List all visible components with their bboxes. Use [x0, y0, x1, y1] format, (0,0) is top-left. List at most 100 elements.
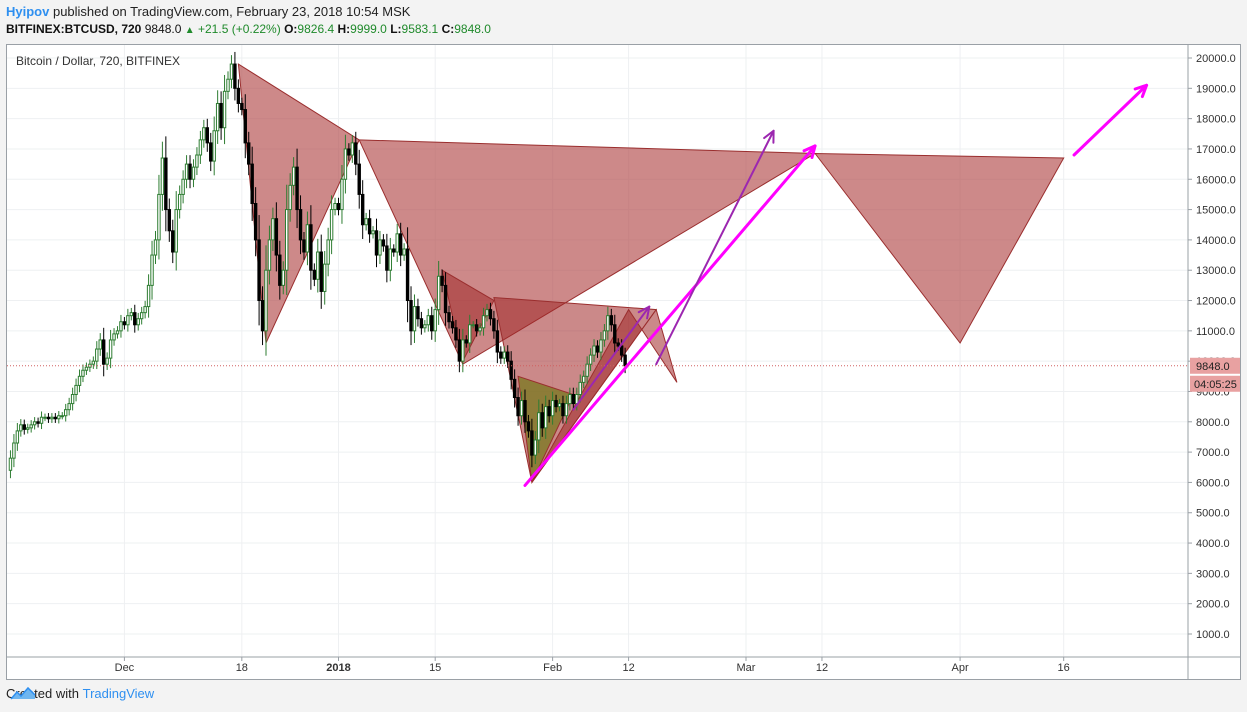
candle-body	[305, 224, 310, 253]
candle-body	[347, 148, 351, 156]
candle-body	[343, 148, 348, 180]
candle-body	[461, 339, 465, 362]
candle-body	[416, 306, 420, 320]
candle-body	[312, 269, 317, 280]
y-tick-label: 18000.0	[1196, 114, 1236, 126]
candle-body	[243, 109, 247, 144]
candle-body	[202, 127, 206, 141]
candle-body	[171, 230, 175, 253]
candle-body	[336, 203, 341, 211]
open-value: 9826.4	[297, 22, 335, 36]
candle-body	[115, 330, 120, 335]
candle-body	[122, 321, 127, 326]
candle-body	[478, 327, 482, 332]
x-tick-label: Mar	[737, 662, 756, 674]
price-chart[interactable]: 1000.0 2000.0 3000.0 4000.0 5000.0 6000.0 7000…	[7, 45, 1240, 679]
y-tick-label: 11000.0	[1196, 326, 1235, 338]
candle-body	[506, 351, 510, 362]
candle-body	[19, 424, 23, 432]
candle-body	[129, 312, 134, 317]
published-text: published on TradingView.com, February 2…	[52, 4, 411, 19]
projection-line[interactable]	[655, 129, 775, 366]
x-tick-label: 18	[236, 662, 248, 674]
candle-body	[443, 284, 448, 314]
y-tick-label: 7000.0	[1196, 447, 1230, 459]
candle-body	[164, 157, 168, 211]
candle-body	[302, 239, 306, 253]
candle-body	[285, 209, 289, 271]
candle-body	[374, 230, 379, 256]
candle-body	[274, 218, 279, 256]
candle-body	[492, 318, 496, 332]
candle-body	[405, 248, 410, 302]
y-tick-label: 12000.0	[1196, 296, 1236, 308]
candle-body	[309, 224, 313, 271]
candle-body	[398, 233, 403, 256]
candle-body	[57, 415, 61, 420]
candle-body	[423, 324, 427, 329]
candle-body	[143, 306, 147, 314]
candle-body	[371, 230, 375, 235]
tradingview-brand-link[interactable]: TradingView	[82, 686, 155, 701]
candle-body	[430, 315, 434, 332]
candle-body	[53, 416, 58, 420]
candle-body	[112, 333, 116, 341]
candle-body	[543, 406, 548, 429]
candle-body	[43, 416, 47, 419]
candle-body	[253, 203, 258, 241]
candle-body	[233, 63, 237, 89]
projection-line[interactable]	[1072, 83, 1149, 157]
candle-body	[119, 321, 123, 332]
candle-body	[412, 306, 417, 332]
candle-body	[229, 63, 234, 80]
open-label: O:	[284, 22, 298, 36]
candle-body	[595, 345, 600, 353]
chart-panel[interactable]: 1000.0 2000.0 3000.0 4000.0 5000.0 6000.0 7000…	[6, 44, 1241, 680]
candle-body	[188, 163, 192, 180]
candle-body	[495, 330, 500, 353]
y-tick-label: 16000.0	[1196, 174, 1236, 186]
candle-body	[209, 142, 213, 162]
candle-body	[523, 400, 527, 423]
candle-body	[215, 102, 220, 132]
candle-body	[581, 375, 586, 383]
harmonic-pattern-triangle[interactable]	[814, 152, 1065, 344]
candle-body	[319, 251, 323, 292]
candle-body	[70, 394, 75, 405]
candle-body	[153, 239, 158, 256]
y-tick-label: 6000.0	[1196, 477, 1230, 489]
candle-body	[488, 309, 493, 320]
candle-body	[616, 342, 620, 347]
candle-body	[619, 345, 624, 356]
projection-line[interactable]	[572, 305, 651, 411]
harmonic-pattern-triangle[interactable]	[531, 308, 678, 483]
harmonic-pattern-triangle[interactable]	[441, 269, 495, 363]
candle-body	[95, 348, 99, 362]
candle-body	[222, 90, 227, 129]
candle-body	[195, 154, 199, 168]
candle-body	[15, 430, 20, 444]
candle-body	[526, 421, 531, 432]
candle-body	[250, 163, 254, 205]
y-tick-label: 19000.0	[1196, 83, 1236, 95]
candle-body	[350, 142, 355, 156]
candle-body	[160, 157, 165, 195]
candle-body	[340, 178, 344, 211]
candle-body	[436, 275, 441, 311]
candle-body	[184, 163, 189, 180]
projection-line[interactable]	[523, 144, 817, 487]
timer-tag-label: 04:05:25	[1194, 379, 1237, 391]
candle-body	[91, 360, 96, 365]
candle-body	[378, 239, 382, 256]
candle-body	[613, 324, 617, 344]
candle-body	[609, 315, 614, 326]
author-link[interactable]: Hyipov	[6, 4, 50, 19]
low-value: 9583.1	[401, 22, 439, 36]
candle-body	[50, 416, 54, 420]
candle-body	[454, 327, 458, 341]
candle-body	[367, 218, 372, 235]
candle-body	[561, 403, 565, 417]
candle-body	[357, 163, 361, 195]
candle-body	[471, 324, 475, 327]
price-tag-box	[1190, 357, 1240, 374]
